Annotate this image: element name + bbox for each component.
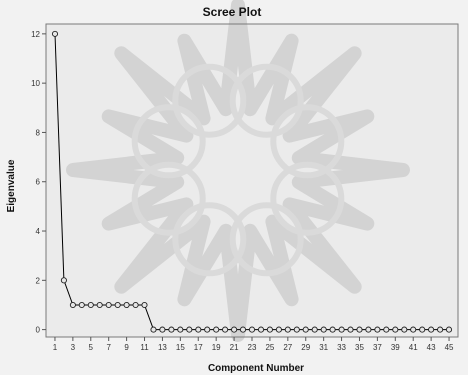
x-tick-label: 21 (230, 343, 239, 352)
x-tick-label: 39 (391, 343, 400, 352)
data-point-component-40 (401, 326, 408, 333)
data-point-component-20 (222, 326, 229, 333)
data-point-component-7 (105, 301, 112, 309)
watermark-ring (172, 63, 247, 138)
x-tick-label: 25 (265, 343, 274, 352)
data-point-component-12 (150, 326, 157, 333)
y-tick-label: 10 (31, 79, 40, 88)
x-tick-label: 37 (373, 343, 382, 352)
data-point-component-13 (159, 326, 166, 333)
data-point-component-8 (114, 301, 121, 309)
x-tick-label: 31 (319, 343, 328, 352)
watermark-star-outline (66, 0, 410, 342)
x-tick-label: 9 (124, 343, 129, 352)
data-point-component-39 (392, 326, 399, 333)
data-point-component-9 (123, 301, 130, 309)
x-axis-label: Component Number (208, 363, 304, 374)
data-point-component-32 (329, 326, 336, 333)
x-tick-label: 3 (71, 343, 76, 352)
data-point-component-5 (87, 301, 94, 309)
x-tick-label: 1 (53, 343, 58, 352)
data-point-component-14 (168, 326, 175, 333)
x-tick-label: 27 (283, 343, 292, 352)
x-tick-label: 41 (409, 343, 418, 352)
data-point-component-37 (374, 326, 381, 333)
x-tick-label: 45 (445, 343, 454, 352)
x-tick-label: 29 (301, 343, 310, 352)
data-point-component-25 (266, 326, 273, 333)
data-point-component-30 (311, 326, 318, 333)
watermark-ring (172, 202, 247, 277)
data-point-component-28 (293, 326, 300, 333)
data-point-component-26 (275, 326, 282, 333)
y-tick-label: 0 (36, 326, 41, 335)
x-tick-label: 33 (337, 343, 346, 352)
x-tick-label: 11 (140, 343, 149, 352)
watermark-ring (229, 63, 304, 138)
data-point-component-34 (347, 326, 354, 333)
data-point-component-2 (60, 277, 67, 284)
data-point-component-38 (383, 326, 390, 333)
eigenvalue-points (51, 30, 453, 333)
data-point-component-42 (419, 326, 426, 333)
y-tick-label: 12 (31, 30, 40, 39)
x-tick-label: 7 (106, 343, 111, 352)
watermark-ring (270, 161, 345, 236)
data-point-component-11 (141, 301, 148, 309)
data-point-component-17 (195, 326, 202, 333)
watermark-ring (229, 202, 304, 277)
x-tick-label: 19 (212, 343, 221, 352)
y-tick-label: 2 (36, 276, 41, 285)
data-point-component-35 (356, 326, 363, 333)
y-tick-label: 6 (36, 178, 41, 187)
watermark-ring (131, 161, 206, 236)
x-tick-label: 35 (355, 343, 364, 352)
chart-title: Scree Plot (203, 5, 262, 19)
data-point-component-29 (302, 326, 309, 333)
x-tick-label: 23 (248, 343, 257, 352)
x-tick-label: 15 (176, 343, 185, 352)
watermark-ring (131, 104, 206, 179)
x-tick-label: 13 (158, 343, 167, 352)
data-point-component-44 (437, 326, 444, 333)
y-tick-label: 8 (36, 128, 41, 137)
y-axis-label: Eigenvalue (6, 159, 17, 212)
data-point-component-27 (284, 326, 291, 333)
data-point-component-3 (69, 301, 76, 309)
watermark-emblem (66, 0, 410, 342)
data-point-component-15 (177, 326, 184, 333)
data-point-component-22 (239, 326, 247, 333)
data-point-component-10 (132, 301, 139, 309)
data-point-component-36 (365, 326, 372, 333)
data-point-component-6 (96, 301, 103, 309)
data-point-component-45 (445, 326, 453, 333)
data-point-component-21 (231, 326, 238, 333)
data-point-component-4 (78, 301, 85, 309)
data-point-component-19 (213, 326, 220, 333)
data-point-component-43 (428, 326, 435, 333)
y-axis: 0 2 4 6 8 10 12 (31, 30, 46, 335)
x-axis: 1 3 5 7 9 11 13 15 17 19 21 23 25 27 29 31 33 35 37 39 41 43 4… (53, 337, 454, 352)
data-point-component-24 (257, 326, 265, 333)
y-tick-label: 4 (36, 227, 41, 236)
data-point-component-23 (248, 326, 256, 333)
data-point-component-31 (320, 326, 327, 333)
data-point-component-33 (338, 326, 345, 333)
watermark-ring (270, 104, 345, 179)
data-point-component-1 (51, 30, 59, 37)
data-point-component-41 (410, 326, 417, 333)
x-tick-label: 5 (89, 343, 94, 352)
x-tick-label: 17 (194, 343, 203, 352)
data-point-component-16 (186, 326, 193, 333)
data-point-component-18 (204, 326, 211, 333)
x-tick-label: 43 (427, 343, 436, 352)
